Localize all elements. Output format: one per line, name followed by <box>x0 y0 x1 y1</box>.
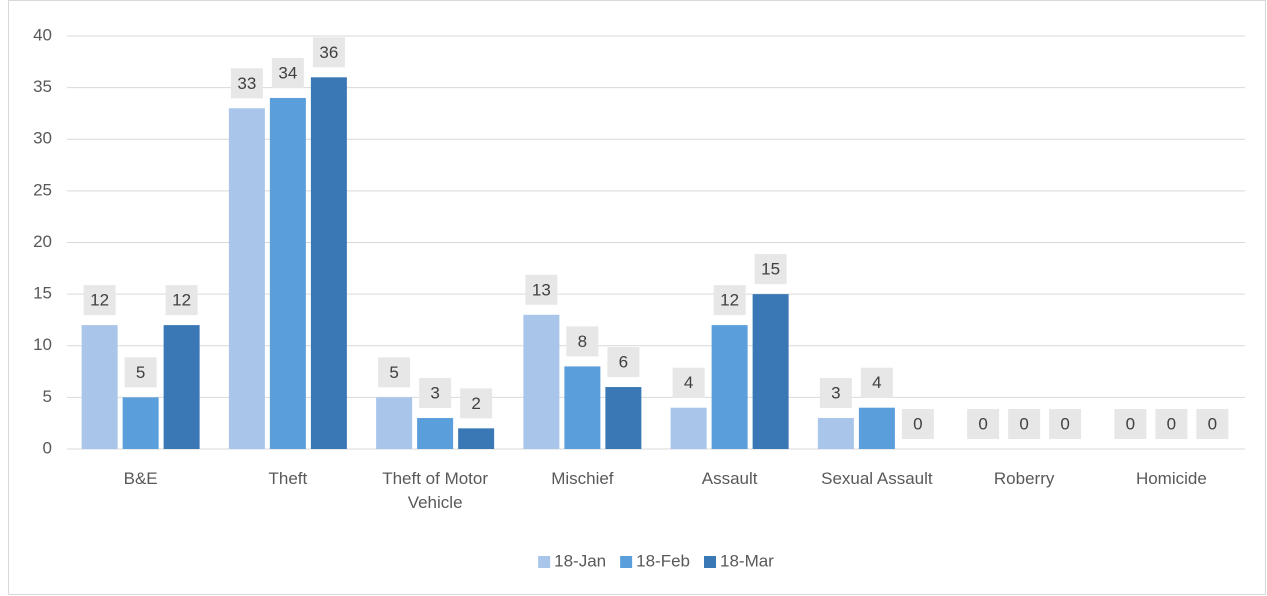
bar <box>670 407 707 449</box>
legend-swatch <box>538 556 551 568</box>
bar <box>81 325 118 449</box>
data-label: 0 <box>913 414 922 433</box>
data-label: 2 <box>471 394 480 413</box>
data-label-box <box>672 367 705 398</box>
data-label-box <box>967 409 1000 439</box>
data-label-box <box>607 347 640 378</box>
data-label: 3 <box>831 384 840 403</box>
data-label-box <box>819 378 852 409</box>
data-label-box <box>566 326 599 357</box>
data-label: 34 <box>278 63 297 82</box>
data-label: 0 <box>978 414 987 433</box>
data-label: 15 <box>761 260 780 279</box>
data-label: 5 <box>389 363 398 382</box>
data-label-box <box>1155 409 1188 439</box>
x-tick-label: Sexual Assault <box>821 469 933 488</box>
data-label: 12 <box>90 291 109 310</box>
data-label: 4 <box>872 373 881 392</box>
bar <box>163 325 200 449</box>
data-label: 36 <box>319 43 338 62</box>
data-label-box <box>525 274 558 305</box>
data-label-box <box>1196 409 1229 439</box>
data-label-box <box>230 68 263 99</box>
data-label-box <box>419 378 452 409</box>
legend-label: 18-Mar <box>720 551 774 570</box>
bar <box>417 418 454 449</box>
bar <box>310 77 347 450</box>
data-label-box <box>1008 409 1041 439</box>
data-label-box <box>860 367 893 398</box>
x-tick-label: Assault <box>702 469 758 488</box>
y-tick-label: 15 <box>33 284 52 303</box>
data-label: 3 <box>430 384 439 403</box>
bar <box>269 97 306 449</box>
legend-label: 18-Jan <box>554 551 606 570</box>
bar <box>523 314 560 449</box>
x-tick-label: Theft <box>269 469 308 488</box>
data-label-box <box>83 285 116 316</box>
legend-swatch <box>620 556 633 568</box>
bar <box>711 325 748 449</box>
data-label: 13 <box>532 280 551 299</box>
y-tick-label: 20 <box>33 232 52 251</box>
x-tick-label: Roberry <box>994 469 1055 488</box>
data-label-box <box>271 57 304 88</box>
legend: 18-Jan 18-Feb 18-Mar <box>538 551 774 570</box>
data-label: 33 <box>237 74 256 93</box>
bar <box>228 108 265 450</box>
y-tick-label: 30 <box>33 129 52 148</box>
data-label: 0 <box>1019 414 1028 433</box>
data-label: 4 <box>684 373 693 392</box>
data-label: 0 <box>1126 414 1135 433</box>
data-label: 12 <box>172 291 191 310</box>
data-label: 6 <box>619 353 628 372</box>
y-tick-label: 25 <box>33 180 52 199</box>
data-label-box <box>124 357 157 388</box>
y-tick-label: 10 <box>33 335 52 354</box>
y-tick-label: 0 <box>43 438 52 457</box>
data-label: 12 <box>720 291 739 310</box>
x-tick-label: Mischief <box>551 469 614 488</box>
data-label-box <box>713 285 746 316</box>
data-label-box <box>165 285 198 316</box>
data-label-box <box>754 254 787 285</box>
x-tick-label: B&E <box>124 469 158 488</box>
chart-border <box>8 0 1266 595</box>
bar <box>858 407 895 449</box>
data-label-box <box>378 357 411 388</box>
data-label-box <box>1049 409 1082 439</box>
y-tick-label: 40 <box>33 25 52 44</box>
bar <box>376 397 413 449</box>
data-label: 5 <box>136 363 145 382</box>
bar <box>605 387 642 449</box>
bar <box>564 366 601 449</box>
x-tick-label: Theft of Motor Vehicle <box>382 469 488 512</box>
x-tick-label: Homicide <box>1136 469 1207 488</box>
data-label: 8 <box>578 332 587 351</box>
bar <box>122 397 159 449</box>
legend-swatch <box>704 556 716 568</box>
y-tick-label: 5 <box>43 387 52 406</box>
data-label: 0 <box>1208 414 1217 433</box>
legend-label: 18-Feb <box>636 551 690 570</box>
data-label-box <box>901 409 934 439</box>
data-label: 0 <box>1060 414 1069 433</box>
data-label-box <box>1114 409 1147 439</box>
bar <box>817 418 854 449</box>
bar <box>458 428 495 449</box>
bar <box>752 294 789 449</box>
data-label: 0 <box>1167 414 1176 433</box>
data-label-box <box>460 388 493 419</box>
data-label-box <box>312 37 345 68</box>
y-tick-label: 35 <box>33 77 52 96</box>
